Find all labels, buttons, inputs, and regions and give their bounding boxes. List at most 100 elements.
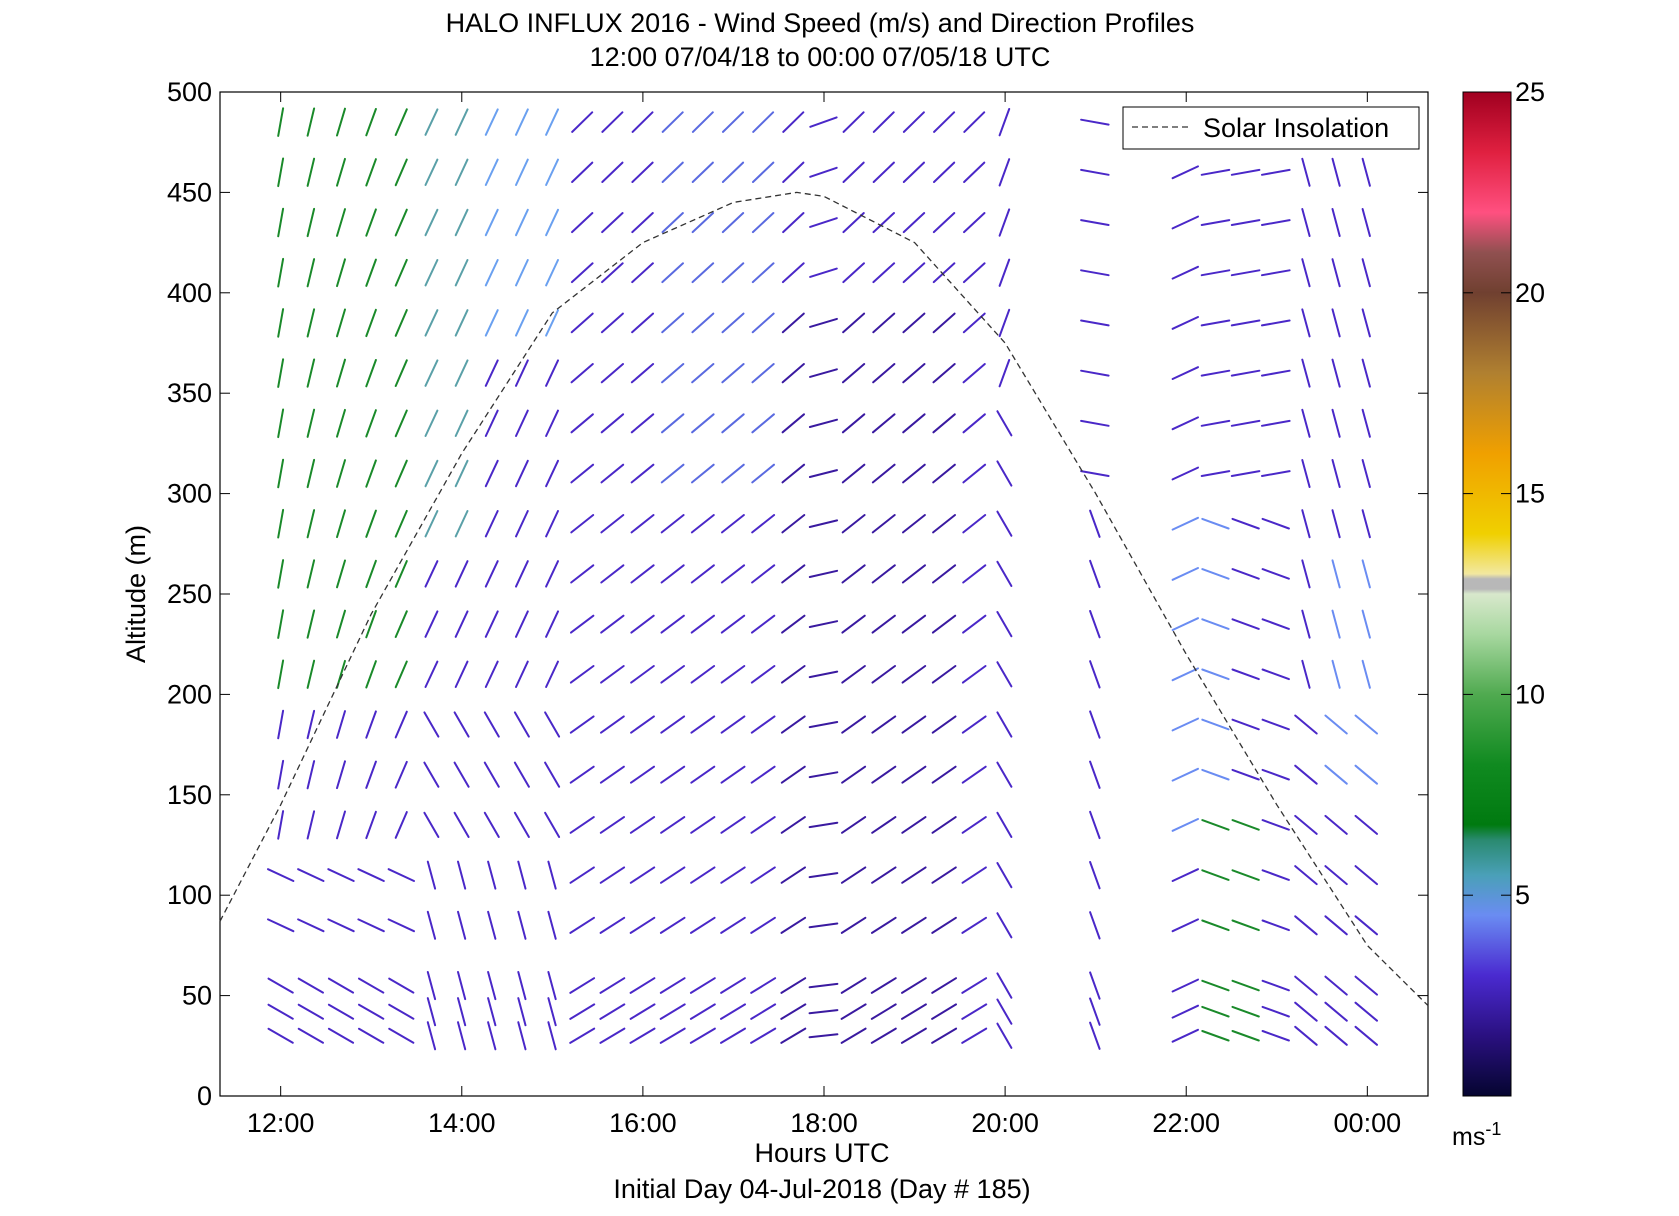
wind-vector — [902, 262, 926, 284]
wind-vector — [1201, 819, 1230, 831]
wind-vector — [394, 509, 408, 538]
wind-vector — [599, 977, 626, 994]
wind-vector — [545, 108, 559, 136]
wind-vector — [931, 715, 957, 734]
wind-vector — [659, 916, 686, 934]
wind-vector — [1294, 764, 1318, 785]
wind-vector — [426, 1021, 437, 1051]
wind-vector — [545, 309, 559, 337]
wind-vector — [872, 111, 895, 133]
wind-vector — [601, 262, 624, 284]
wind-vector — [515, 309, 529, 337]
wind-vector — [630, 413, 655, 434]
wind-vector — [809, 116, 838, 128]
wind-vector — [750, 715, 776, 734]
wind-vector — [1261, 1005, 1290, 1018]
wind-vector — [599, 916, 626, 934]
wind-vector — [336, 157, 346, 187]
wind-vector — [336, 609, 346, 639]
wind-vector — [661, 161, 684, 183]
wind-vector — [517, 971, 527, 1001]
wind-vector — [808, 620, 839, 628]
wind-vector — [1089, 971, 1101, 1000]
wind-vector — [601, 161, 624, 183]
wind-vector — [306, 760, 316, 790]
wind-vector — [659, 977, 686, 994]
wind-vector — [454, 108, 469, 136]
wind-vector — [484, 259, 499, 287]
wind-vector — [569, 1027, 596, 1044]
wind-vector — [691, 463, 715, 484]
wind-vector — [629, 916, 656, 934]
wind-vector — [931, 765, 957, 784]
wind-vector — [996, 460, 1013, 487]
wind-vector — [394, 760, 408, 789]
wind-vector — [424, 309, 439, 337]
wind-vector — [1261, 419, 1291, 427]
wind-vector — [661, 413, 685, 434]
wind-vector — [1080, 219, 1110, 226]
wind-vector — [365, 409, 377, 438]
wind-vector — [872, 262, 896, 284]
wind-vector — [1294, 1025, 1318, 1046]
wind-vector — [751, 312, 775, 334]
wind-vector — [277, 207, 285, 238]
wind-vector — [932, 413, 956, 434]
wind-vector — [720, 916, 746, 934]
wind-vector — [660, 463, 685, 484]
wind-vector — [720, 765, 746, 784]
wind-vector — [365, 710, 377, 739]
wind-vector — [931, 1003, 957, 1020]
wind-vector — [901, 1003, 927, 1020]
wind-vector — [751, 212, 775, 234]
wind-vector — [1261, 979, 1290, 992]
wind-vector — [388, 1027, 415, 1044]
wind-vector — [720, 816, 746, 834]
wind-vector — [690, 816, 716, 834]
wind-vector — [515, 158, 529, 186]
wind-vector — [751, 514, 776, 534]
wind-vector — [691, 363, 715, 384]
wind-vector — [600, 312, 624, 334]
wind-vector — [961, 916, 987, 934]
wind-vector — [781, 262, 805, 284]
wind-vector — [872, 312, 896, 334]
wind-vector — [1171, 767, 1199, 782]
wind-vector — [1301, 308, 1311, 338]
wind-vector — [358, 1003, 385, 1020]
wind-vector — [544, 811, 561, 838]
wind-vector — [809, 166, 838, 178]
wind-vector — [306, 308, 316, 338]
wind-vector — [306, 659, 316, 689]
wind-vector — [1301, 609, 1311, 639]
wind-vector — [600, 564, 625, 584]
wind-vector — [842, 262, 865, 284]
wind-vector — [998, 258, 1011, 287]
wind-vector — [808, 1009, 839, 1015]
wind-vector — [809, 368, 838, 378]
wind-vector — [780, 1027, 807, 1044]
wind-vector — [1171, 818, 1199, 832]
wind-vector — [599, 866, 626, 884]
wind-vector — [517, 997, 527, 1027]
wind-vector — [1324, 1001, 1348, 1022]
wind-vector — [1354, 1025, 1378, 1046]
wind-vector — [277, 458, 285, 489]
wind-vector — [365, 158, 377, 187]
wind-vector — [277, 358, 285, 388]
wind-vector — [932, 514, 956, 534]
wind-vector — [336, 710, 346, 739]
wind-vector — [751, 463, 775, 484]
wind-vector — [1200, 219, 1231, 226]
wind-vector — [454, 359, 469, 387]
wind-vector — [841, 614, 866, 634]
wind-vector — [426, 971, 437, 1001]
wind-vector — [277, 709, 285, 740]
wind-vector — [515, 108, 529, 136]
wind-vector — [660, 564, 685, 584]
wind-vector — [1231, 568, 1260, 580]
wind-vector — [1361, 509, 1371, 539]
wind-vector — [1080, 118, 1110, 126]
wind-vector — [780, 715, 806, 734]
wind-vector — [454, 158, 469, 186]
